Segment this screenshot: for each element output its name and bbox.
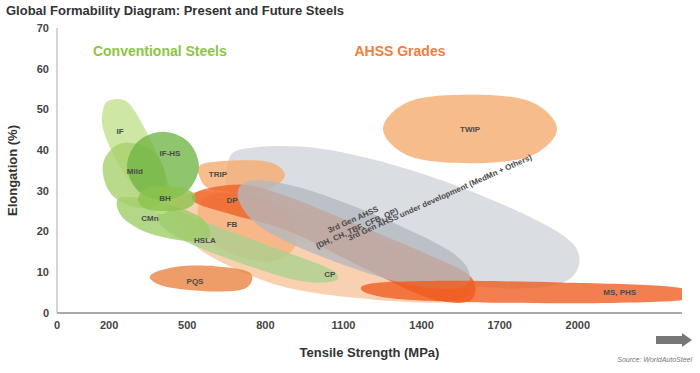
svg-text:1700: 1700: [487, 319, 511, 331]
svg-text:TRIP: TRIP: [209, 170, 228, 179]
svg-text:CP: CP: [324, 270, 336, 279]
svg-text:0: 0: [43, 307, 49, 319]
svg-text:60: 60: [37, 63, 49, 75]
svg-text:70: 70: [37, 22, 49, 34]
svg-text:2000: 2000: [566, 319, 590, 331]
svg-text:BH: BH: [159, 194, 171, 203]
svg-text:3rd Gen AHSS under development: 3rd Gen AHSS under development (MedMn + …: [347, 153, 534, 243]
svg-text:Conventional Steels: Conventional Steels: [93, 43, 227, 59]
svg-text:10: 10: [37, 266, 49, 278]
svg-text:HSLA: HSLA: [194, 236, 216, 245]
svg-text:DP: DP: [226, 196, 238, 205]
svg-text:IF: IF: [116, 127, 123, 136]
svg-text:Tensile Strength (MPa): Tensile Strength (MPa): [300, 345, 440, 360]
svg-text:1100: 1100: [332, 319, 356, 331]
svg-text:CMn: CMn: [141, 214, 158, 223]
svg-text:200: 200: [100, 319, 118, 331]
svg-text:Elongation (%): Elongation (%): [8, 125, 20, 216]
svg-text:Mild: Mild: [127, 167, 143, 176]
svg-text:20: 20: [37, 225, 49, 237]
svg-text:PQS: PQS: [187, 277, 205, 286]
svg-text:40: 40: [37, 144, 49, 156]
svg-text:TWIP: TWIP: [460, 125, 481, 134]
svg-text:IF-HS: IF-HS: [160, 149, 182, 158]
svg-text:50: 50: [37, 103, 49, 115]
svg-text:0: 0: [54, 319, 60, 331]
svg-text:FB: FB: [227, 220, 238, 229]
svg-text:30: 30: [37, 185, 49, 197]
html-text:Source: WorldAutoSteel: Source: WorldAutoSteel: [617, 356, 692, 363]
svg-text:3rd Gen AHSS(DH, CH, TBF, CFB,: 3rd Gen AHSS(DH, CH, TBF, CFB, QP): [311, 197, 400, 250]
svg-text:MS, PHS: MS, PHS: [603, 288, 637, 297]
svg-text:AHSS Grades: AHSS Grades: [354, 43, 445, 59]
svg-text:500: 500: [178, 319, 196, 331]
html-text:Global Formability Diagram: Pr: Global Formability Diagram: Present and …: [6, 3, 345, 18]
svg-text:800: 800: [256, 319, 274, 331]
svg-text:1400: 1400: [409, 319, 433, 331]
